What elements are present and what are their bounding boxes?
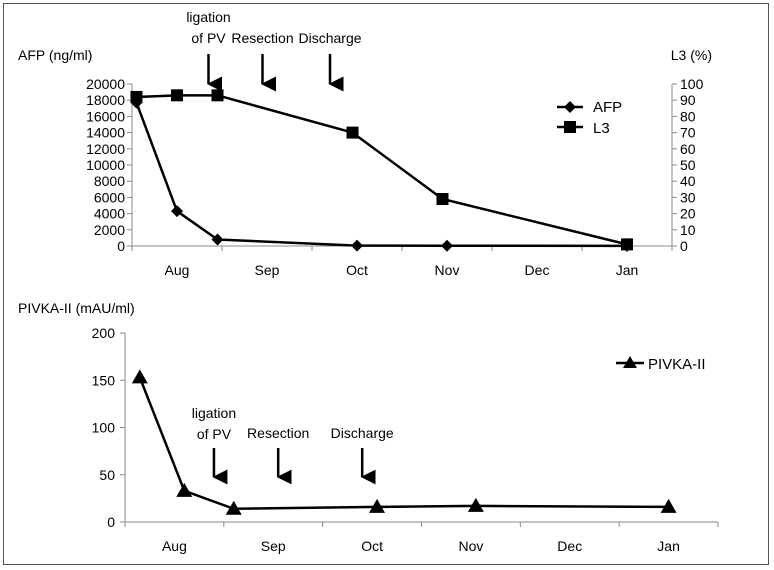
l3-tick-label: 80 xyxy=(680,108,696,124)
afp-tick-label: 14000 xyxy=(86,125,125,141)
top-legend: AFP L3 xyxy=(557,99,622,137)
l3-tick-label: 40 xyxy=(680,173,696,189)
pivka-y-axis: 0 50 100 150 200 xyxy=(92,325,126,530)
pivka-axis-title: PIVKA-II (mAU/ml) xyxy=(18,300,135,316)
l3-point xyxy=(346,126,359,139)
l3-line xyxy=(136,94,628,246)
top-x-tick-label: Aug xyxy=(165,262,190,278)
bottom-x-tick-label: Aug xyxy=(162,538,187,554)
l3-tick-label: 60 xyxy=(680,141,696,157)
afp-tick-label: 0 xyxy=(117,238,125,254)
afp-point xyxy=(351,239,363,252)
bottom-x-tick-label: Dec xyxy=(557,538,582,554)
legend-triangle-icon xyxy=(623,356,637,368)
top-x-tick-label: Oct xyxy=(346,262,368,278)
top-annotation-label: of PV xyxy=(191,30,226,46)
top-x-tick-label: Jan xyxy=(616,262,639,278)
l3-point xyxy=(621,238,633,251)
bottom-x-tick-label: Jan xyxy=(657,538,680,554)
afp-tick-label: 12000 xyxy=(86,141,125,157)
figure-frame xyxy=(3,3,769,565)
afp-tick-label: 18000 xyxy=(86,92,125,108)
top-annotations: ligation of PV Resection Discharge xyxy=(186,9,362,92)
afp-tick-label: 20000 xyxy=(86,76,125,92)
pivka-tick-label: 0 xyxy=(107,514,115,530)
afp-axis-title: AFP (ng/ml) xyxy=(18,47,92,63)
afp-tick-label: 16000 xyxy=(86,108,125,124)
l3-tick-label: 30 xyxy=(680,189,696,205)
afp-line xyxy=(135,102,628,248)
top-x-axis: Aug Sep Oct Nov Dec Jan xyxy=(131,245,673,278)
l3-tick-label: 0 xyxy=(680,238,688,254)
bottom-x-tick-label: Nov xyxy=(458,538,483,554)
afp-tick-label: 4000 xyxy=(94,206,125,222)
pivka-tick-label: 50 xyxy=(99,467,115,483)
pivka-point xyxy=(660,498,677,513)
bottom-annotations: ligation of PV Resection Discharge xyxy=(192,405,394,485)
afp-tick-label: 10000 xyxy=(86,157,125,173)
top-annotation-label: Discharge xyxy=(298,30,361,46)
top-annotation-label: Resection xyxy=(231,30,293,46)
afp-tick-label: 8000 xyxy=(94,173,125,189)
afp-point xyxy=(211,233,224,246)
bottom-legend: PIVKA-II xyxy=(616,356,706,373)
pivka-point xyxy=(467,497,484,512)
pivka-point xyxy=(176,482,193,497)
pivka-tick-label: 200 xyxy=(92,325,116,341)
bottom-annotation-label: ligation xyxy=(192,405,236,421)
top-annotation-label: ligation xyxy=(186,9,230,25)
l3-tick-label: 10 xyxy=(680,222,696,238)
legend-pivka: PIVKA-II xyxy=(648,356,706,373)
pivka-point xyxy=(225,500,242,515)
top-series-group xyxy=(130,89,633,252)
l3-point xyxy=(436,193,449,206)
afp-y-axis: 0200040006000800010000120001400016000180… xyxy=(86,76,133,254)
top-x-tick-label: Nov xyxy=(435,262,460,278)
afp-tick-label: 6000 xyxy=(94,189,125,205)
l3-axis-title: L3 (%) xyxy=(671,47,712,63)
pivka-line xyxy=(138,376,669,511)
legend-afp: AFP xyxy=(593,99,622,116)
top-x-tick-label: Sep xyxy=(255,262,280,278)
l3-tick-label: 90 xyxy=(680,92,696,108)
l3-tick-label: 70 xyxy=(680,125,696,141)
top-x-tick-label: Dec xyxy=(525,262,550,278)
pivka-chart: PIVKA-II (mAU/ml) 0 50 100 150 200 Aug Sep Oct… xyxy=(18,300,719,554)
bottom-series-group xyxy=(131,369,677,515)
legend-square-icon xyxy=(564,121,576,133)
bottom-x-tick-label: Sep xyxy=(261,538,286,554)
bottom-x-tick-label: Oct xyxy=(361,538,383,554)
afp-l3-chart: AFP (ng/ml) L3 (%) 020004000600080001000… xyxy=(18,9,712,278)
l3-tick-label: 50 xyxy=(680,157,696,173)
legend-diamond-icon xyxy=(564,101,576,113)
legend-l3: L3 xyxy=(593,120,610,137)
l3-tick-label: 100 xyxy=(680,76,704,92)
bottom-x-axis: Aug Sep Oct Nov Dec Jan xyxy=(124,521,719,554)
bottom-annotation-label: Resection xyxy=(247,425,309,441)
bottom-annotation-label: of PV xyxy=(197,426,232,442)
afp-tick-label: 2000 xyxy=(94,222,125,238)
bottom-annotation-label: Discharge xyxy=(331,425,394,441)
l3-tick-label: 20 xyxy=(680,206,696,222)
afp-point xyxy=(171,205,183,218)
l3-point xyxy=(171,89,183,102)
afp-point xyxy=(441,239,453,252)
l3-point xyxy=(130,90,143,103)
pivka-point xyxy=(369,498,386,513)
pivka-tick-label: 150 xyxy=(92,372,116,388)
l3-point xyxy=(211,89,224,102)
pivka-point xyxy=(131,369,148,384)
pivka-tick-label: 100 xyxy=(92,420,116,436)
